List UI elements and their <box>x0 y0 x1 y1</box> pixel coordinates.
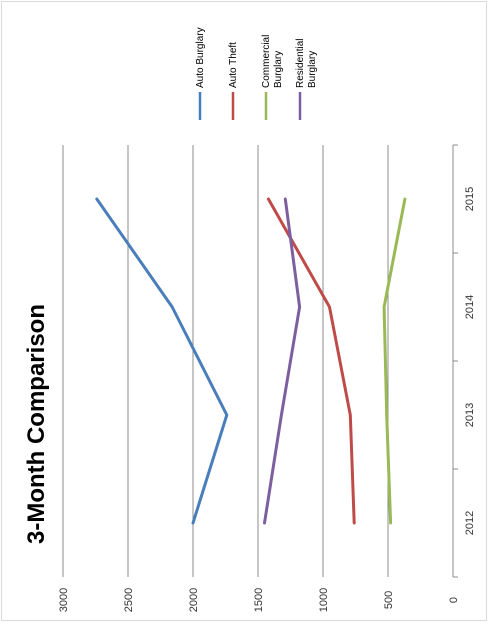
data-point-3-1 <box>279 413 283 417</box>
data-point-0-1 <box>225 413 229 417</box>
series-line-0 <box>95 197 229 525</box>
value-tick-label-0: 0 <box>448 597 460 603</box>
value-tick-label-2500: 2500 <box>123 588 135 612</box>
data-point-2-1 <box>385 413 389 417</box>
data-point-2-0 <box>389 521 393 525</box>
value-tick-label-1000: 1000 <box>318 588 330 612</box>
legend: Auto Burglary Auto Theft CommercialBurglar… <box>195 27 318 120</box>
legend-label-2: CommercialBurglary <box>261 35 284 88</box>
series-line-2 <box>382 197 407 525</box>
grid-lines <box>62 145 389 577</box>
legend-label-3: ResidentialBurglary <box>295 39 318 88</box>
value-tick-label-1500: 1500 <box>253 588 265 612</box>
data-point-2-2 <box>382 305 386 309</box>
data-point-0-2 <box>170 305 174 309</box>
series-lines <box>95 197 407 525</box>
category-tick-label-2015: 2015 <box>464 187 476 211</box>
data-point-1-0 <box>352 521 356 525</box>
legend-label-0: Auto Burglary <box>195 27 206 88</box>
value-tick-label-500: 500 <box>383 591 395 609</box>
data-point-1-1 <box>348 413 352 417</box>
data-point-1-3 <box>266 197 270 201</box>
data-point-3-0 <box>263 521 267 525</box>
data-point-2-3 <box>403 197 407 201</box>
data-point-1-2 <box>328 305 332 309</box>
category-tick-label-2013: 2013 <box>464 403 476 427</box>
category-tick-label-2012: 2012 <box>464 511 476 535</box>
data-point-3-3 <box>283 197 287 201</box>
legend-label-1: Auto Theft <box>228 42 239 88</box>
series-line-3 <box>263 197 302 525</box>
value-tick-label-3000: 3000 <box>58 588 70 612</box>
value-tick-label-2000: 2000 <box>188 588 200 612</box>
data-point-0-3 <box>95 197 99 201</box>
series-line-1 <box>266 197 356 525</box>
axes: 0 500 1000 1500 2000 2500 3000 2012 2013 2014 2015 <box>58 144 476 612</box>
data-point-0-0 <box>191 521 195 525</box>
category-tick-label-2014: 2014 <box>464 295 476 319</box>
data-point-3-2 <box>298 305 302 309</box>
chart-title: 3-Month Comparison <box>23 304 50 544</box>
